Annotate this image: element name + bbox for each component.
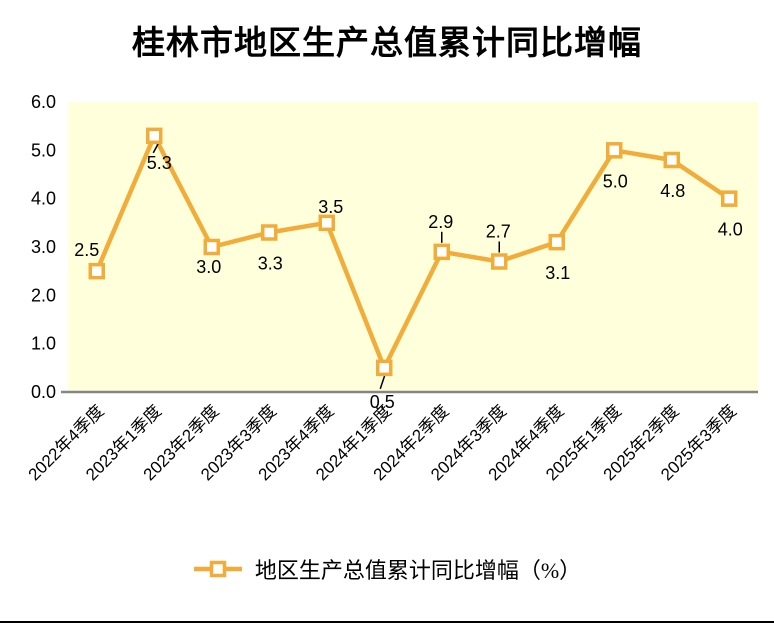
svg-text:2.7: 2.7	[486, 222, 511, 242]
svg-text:3.3: 3.3	[258, 254, 283, 274]
svg-text:0.5: 0.5	[370, 392, 395, 412]
svg-text:3.0: 3.0	[31, 237, 56, 257]
svg-text:5.3: 5.3	[147, 153, 172, 173]
chart-title: 桂林市地区生产总值累计同比增幅	[132, 26, 642, 62]
svg-text:4.8: 4.8	[660, 181, 685, 201]
svg-text:2.5: 2.5	[74, 240, 99, 260]
svg-text:3.0: 3.0	[196, 257, 221, 277]
svg-text:1.0: 1.0	[31, 334, 56, 354]
svg-text:3.5: 3.5	[318, 197, 343, 217]
svg-text:6.0: 6.0	[31, 92, 56, 112]
svg-text:4.0: 4.0	[718, 220, 743, 240]
svg-text:5.0: 5.0	[603, 171, 628, 191]
svg-text:3.1: 3.1	[545, 263, 570, 283]
svg-text:5.0: 5.0	[31, 140, 56, 160]
chart-legend: 地区生产总值累计同比增幅（%）	[0, 549, 774, 589]
svg-text:2.9: 2.9	[428, 212, 453, 232]
svg-text:0.0: 0.0	[31, 382, 56, 402]
svg-text:4.0: 4.0	[31, 189, 56, 209]
legend-label: 地区生产总值累计同比增幅（%）	[254, 558, 582, 583]
line-chart-plot: 0.01.02.03.04.05.06.02022年4季度2023年1季度202…	[25, 92, 758, 484]
legend-line-marker-icon	[193, 559, 243, 579]
svg-text:2.0: 2.0	[31, 285, 56, 305]
